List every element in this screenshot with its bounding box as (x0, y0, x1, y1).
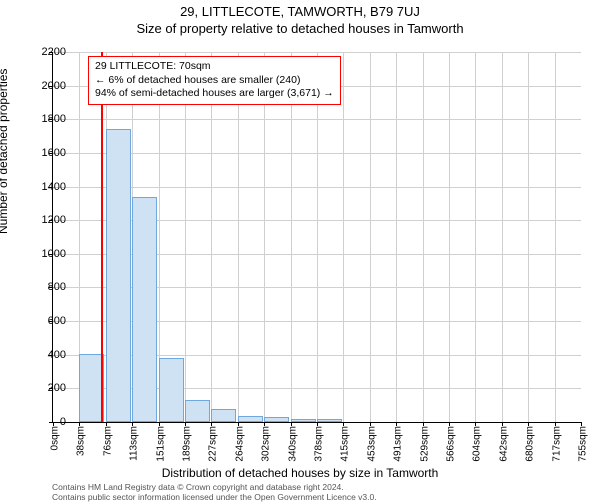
chart-title: 29, LITTLECOTE, TAMWORTH, B79 7UJ (0, 4, 600, 19)
gridline-v (370, 52, 371, 422)
info-line-3: 94% of semi-detached houses are larger (… (95, 87, 334, 101)
info-line-2: ← 6% of detached houses are smaller (240… (95, 74, 334, 88)
info-line-1: 29 LITTLECOTE: 70sqm (95, 60, 334, 74)
xtick-label: 227sqm (208, 426, 219, 481)
footer-line-2: Contains public sector information licen… (52, 492, 377, 502)
gridline-v (502, 52, 503, 422)
gridline-v (449, 52, 450, 422)
plot (52, 52, 581, 423)
y-axis-label: Number of detached properties (0, 69, 10, 234)
histogram-bar (264, 417, 289, 422)
xtick-label: 491sqm (393, 426, 404, 481)
plot-area: 29 LITTLECOTE: 70sqm ← 6% of detached ho… (52, 52, 580, 422)
ytick-label: 1600 (26, 147, 66, 159)
gridline-v (317, 52, 318, 422)
xtick-label: 415sqm (340, 426, 351, 481)
gridline-v (264, 52, 265, 422)
ytick-label: 1200 (26, 214, 66, 226)
ytick-label: 400 (26, 349, 66, 361)
xtick-label: 76sqm (102, 426, 113, 481)
xtick-label: 604sqm (472, 426, 483, 481)
histogram-bar (317, 419, 342, 422)
ytick-label: 800 (26, 281, 66, 293)
ytick-label: 200 (26, 382, 66, 394)
histogram-bar (291, 419, 316, 422)
chart-container: 29, LITTLECOTE, TAMWORTH, B79 7UJ Size o… (0, 4, 600, 504)
xtick-label: 529sqm (419, 426, 430, 481)
xtick-label: 642sqm (498, 426, 509, 481)
xtick-label: 38sqm (76, 426, 87, 481)
gridline-v (185, 52, 186, 422)
ytick-label: 1800 (26, 113, 66, 125)
xtick-label: 302sqm (261, 426, 272, 481)
gridline-v (291, 52, 292, 422)
xtick-label: 113sqm (129, 426, 140, 481)
gridline-v (238, 52, 239, 422)
property-marker-line (101, 52, 103, 422)
histogram-bar (106, 129, 131, 422)
gridline-v (423, 52, 424, 422)
gridline-v (211, 52, 212, 422)
xtick-label: 340sqm (287, 426, 298, 481)
gridline-v (396, 52, 397, 422)
ytick-label: 600 (26, 315, 66, 327)
chart-subtitle: Size of property relative to detached ho… (0, 21, 600, 36)
xtick-label: 755sqm (578, 426, 589, 481)
ytick-label: 1000 (26, 248, 66, 260)
gridline-v (475, 52, 476, 422)
xtick-label: 151sqm (155, 426, 166, 481)
xtick-label: 378sqm (314, 426, 325, 481)
histogram-bar (132, 197, 157, 422)
histogram-bar (238, 416, 263, 422)
gridline-v (528, 52, 529, 422)
histogram-bar (159, 358, 184, 422)
x-axis-label: Distribution of detached houses by size … (0, 466, 600, 480)
xtick-label: 189sqm (182, 426, 193, 481)
xtick-label: 566sqm (446, 426, 457, 481)
histogram-bar (211, 409, 236, 422)
xtick-label: 453sqm (366, 426, 377, 481)
ytick-label: 2000 (26, 80, 66, 92)
gridline-v (555, 52, 556, 422)
xtick-label: 264sqm (234, 426, 245, 481)
footer: Contains HM Land Registry data © Crown c… (52, 482, 377, 502)
ytick-label: 1400 (26, 181, 66, 193)
xtick-label: 680sqm (525, 426, 536, 481)
histogram-bar (185, 400, 210, 422)
xtick-label: 717sqm (551, 426, 562, 481)
ytick-label: 2200 (26, 46, 66, 58)
footer-line-1: Contains HM Land Registry data © Crown c… (52, 482, 377, 492)
info-box: 29 LITTLECOTE: 70sqm ← 6% of detached ho… (88, 56, 341, 105)
gridline-v (343, 52, 344, 422)
xtick-label: 0sqm (50, 426, 61, 481)
